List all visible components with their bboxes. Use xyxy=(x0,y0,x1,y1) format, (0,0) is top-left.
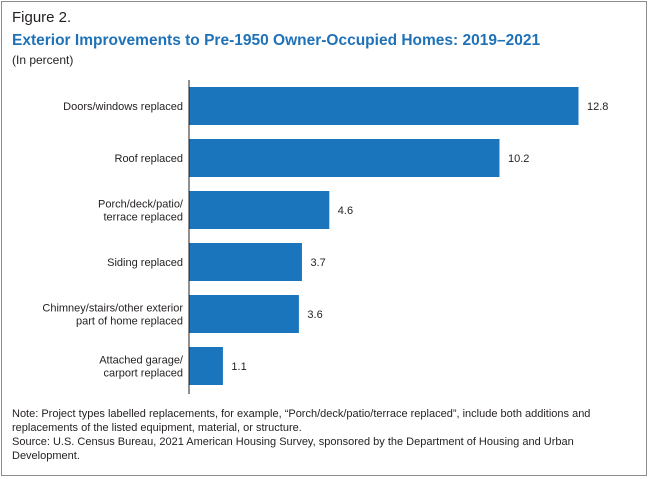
bar xyxy=(189,191,330,229)
bar-value-label: 4.6 xyxy=(338,205,353,217)
bar-value-label: 3.7 xyxy=(310,257,325,269)
figure-label: Figure 2. xyxy=(12,9,72,26)
category-label: Attached garage/carport replaced xyxy=(99,355,184,380)
bar-value-label: 1.1 xyxy=(231,361,246,373)
chart-source: Source: U.S. Census Bureau, 2021 America… xyxy=(12,436,574,462)
category-label: Siding replaced xyxy=(107,257,183,269)
bar xyxy=(189,295,299,333)
bar xyxy=(189,87,579,125)
category-label: Chimney/stairs/other exterior part of hom… xyxy=(42,303,183,328)
chart-note: Note: Project types labelled replacement… xyxy=(12,408,591,434)
chart-subtitle: (In percent) xyxy=(12,53,74,67)
category-label: Doors/windows replaced xyxy=(63,101,183,113)
bar-value-label: 12.8 xyxy=(587,101,608,113)
chart-title: Exterior Improvements to Pre-1950 Owner-… xyxy=(12,32,541,49)
bar xyxy=(189,139,500,177)
category-label: Roof replaced xyxy=(115,153,184,165)
bar-value-label: 3.6 xyxy=(307,309,322,321)
bar xyxy=(189,243,302,281)
bar xyxy=(189,347,223,385)
category-label: Porch/deck/patio/terrace replaced xyxy=(98,199,184,224)
bar-value-label: 10.2 xyxy=(508,153,529,165)
